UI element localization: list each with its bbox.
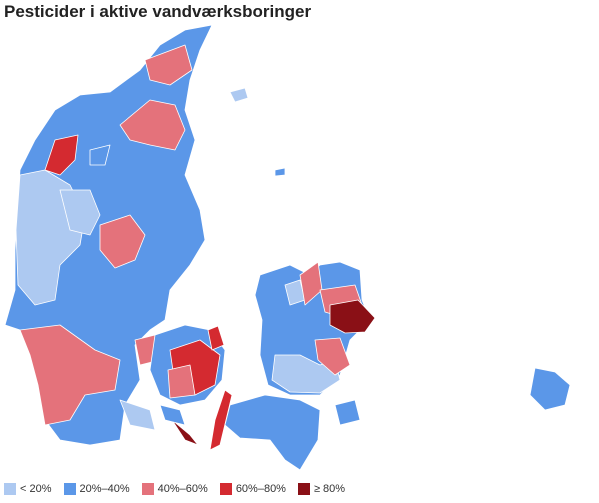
region	[229, 87, 249, 103]
legend-label: 40%–60%	[157, 483, 208, 495]
legend-swatch	[219, 483, 232, 495]
region	[329, 299, 376, 334]
legend-label: ≥ 80%	[313, 483, 346, 495]
region	[314, 337, 351, 376]
region	[529, 367, 571, 411]
region	[19, 324, 121, 426]
legend-item: 40%–60%	[141, 483, 208, 495]
region	[167, 364, 196, 399]
legend-swatch	[4, 483, 16, 495]
legend-swatch	[141, 483, 154, 495]
region	[44, 134, 79, 176]
legend-item: < 20%	[4, 483, 52, 495]
region	[144, 44, 193, 86]
region	[119, 399, 156, 431]
region	[171, 419, 199, 446]
region	[274, 167, 286, 177]
region	[159, 404, 186, 426]
region	[89, 144, 111, 166]
legend-swatch	[297, 483, 310, 495]
region	[59, 189, 101, 236]
region	[99, 214, 146, 269]
region	[334, 399, 361, 426]
legend-swatch	[63, 483, 76, 495]
legend-item: 20%–40%	[63, 483, 130, 495]
legend-label: < 20%	[20, 483, 52, 495]
legend: < 20% 20%–40% 40%–60% 60%–80% ≥ 80%	[4, 483, 345, 495]
map-title: Pesticider i aktive vandværksboringer	[4, 2, 312, 21]
legend-label: 20%–40%	[79, 483, 130, 495]
map	[4, 24, 571, 471]
region	[209, 389, 233, 451]
legend-item: 60%–80%	[219, 483, 286, 495]
legend-item: ≥ 80%	[297, 483, 346, 495]
legend-label: 60%–80%	[235, 483, 286, 495]
region	[224, 394, 321, 471]
region	[119, 99, 186, 151]
region	[207, 325, 225, 351]
